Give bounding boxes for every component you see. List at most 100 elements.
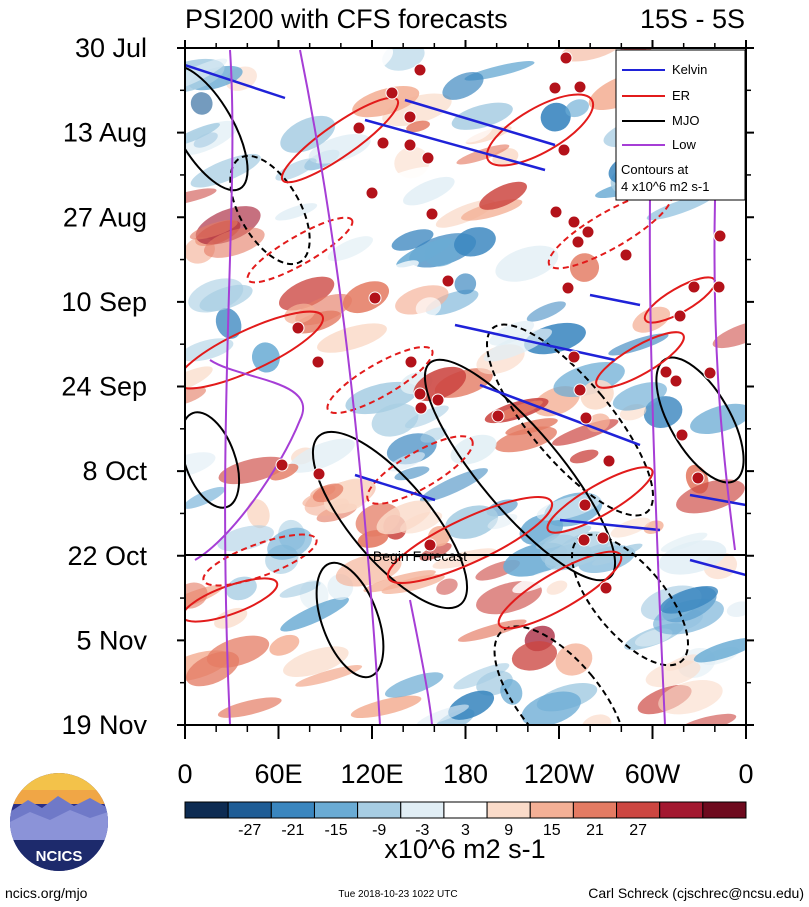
- anomaly-blob: [283, 646, 349, 678]
- anomaly-blob: [376, 500, 432, 535]
- footer-author: Carl Schreck (cjschrec@ncsu.edu): [588, 885, 804, 901]
- colorbar-swatch: [529, 801, 574, 819]
- anomaly-blob: [416, 704, 469, 725]
- anomaly-blob: [489, 320, 535, 346]
- anomaly-blob: [453, 663, 510, 690]
- wave-contour: [386, 496, 554, 584]
- y-tick-label: 24 Sep: [61, 372, 147, 402]
- anomaly-blob: [479, 181, 527, 210]
- cyclone-marker: [414, 401, 428, 415]
- anomaly-blob: [254, 178, 310, 205]
- legend-label-low: Low: [672, 137, 696, 152]
- legend-label-er: ER: [672, 88, 690, 103]
- y-tick-label: 13 Aug: [63, 118, 147, 148]
- kelvin-streak: [185, 63, 286, 100]
- anomaly-blob: [214, 607, 248, 629]
- ncics-logo: NCICS: [10, 773, 108, 871]
- anomaly-blob: [185, 582, 208, 609]
- cyclone-marker: [673, 309, 687, 323]
- cyclone-marker: [691, 471, 705, 485]
- colorbar-units: x10^6 m2 s-1: [384, 834, 545, 864]
- anomaly-blob: [364, 166, 435, 199]
- y-tick-label: 30 Jul: [75, 33, 147, 63]
- anomaly-blob: [350, 695, 422, 719]
- cyclone-marker: [567, 215, 581, 229]
- anomaly-blob: [247, 499, 270, 529]
- anomaly-blob: [419, 468, 488, 503]
- anomaly-blob: [226, 576, 257, 601]
- cyclone-marker: [675, 428, 689, 442]
- anomaly-blob: [454, 273, 477, 295]
- colorbar-label: -3: [415, 822, 429, 839]
- anomaly-blob: [382, 93, 452, 127]
- x-tick-label: 0: [738, 759, 753, 789]
- footer-timestamp: Tue 2018-10-23 1022 UTC: [338, 889, 457, 900]
- anomaly-blob: [388, 452, 425, 472]
- wave-contour: [185, 411, 241, 509]
- cyclone-marker: [619, 248, 633, 262]
- colorbar-label: -15: [324, 822, 347, 839]
- cyclone-marker: [573, 80, 587, 94]
- colorbar-label: 27: [629, 822, 647, 839]
- anomaly-blob: [415, 297, 442, 318]
- colorbar: [184, 801, 747, 819]
- anomaly-blob: [342, 281, 390, 314]
- kelvin-streak: [354, 473, 436, 502]
- colorbar-swatch: [227, 801, 272, 819]
- anomaly-blob: [565, 99, 589, 118]
- cyclone-marker: [703, 366, 717, 380]
- x-axis: 0 60E 120E 180 120W 60W 0: [177, 40, 754, 789]
- cyclone-marker: [441, 274, 455, 288]
- anomaly-blob: [712, 320, 746, 349]
- anomaly-blob: [645, 660, 701, 688]
- anomaly-blob: [185, 120, 238, 156]
- cyclone-marker: [687, 280, 701, 294]
- cyclone-marker: [578, 498, 592, 512]
- anomaly-blob: [660, 532, 708, 552]
- colorbar-swatch: [702, 801, 747, 819]
- x-tick-label: 60W: [625, 759, 681, 789]
- legend-note-line1: Contours at: [621, 162, 689, 177]
- cyclone-marker: [312, 467, 326, 481]
- anomaly-blob: [432, 548, 497, 569]
- anomaly-blob: [206, 635, 270, 668]
- anomaly-blob: [454, 227, 496, 257]
- cyclone-marker: [669, 374, 683, 388]
- anomaly-blob: [420, 427, 447, 443]
- wave-contour: [326, 345, 434, 415]
- tropical-cyclone-markers: [275, 51, 727, 595]
- anomaly-blob: [185, 387, 207, 406]
- legend-label-mjo: MJO: [672, 113, 699, 128]
- low-contour: [299, 49, 381, 725]
- anomaly-blob: [450, 434, 497, 465]
- y-tick-label: 8 Oct: [82, 456, 147, 486]
- wave-contour: [185, 64, 249, 192]
- cyclone-marker: [385, 86, 399, 100]
- cyclone-marker: [491, 409, 505, 423]
- anomaly-blob: [456, 144, 510, 165]
- anomaly-blob: [521, 691, 581, 725]
- wave-contour: [546, 466, 654, 534]
- wave-contour: [229, 154, 311, 266]
- anomaly-blob: [451, 102, 513, 130]
- footer-url: ncics.org/mjo: [5, 885, 88, 901]
- anomaly-blob: [436, 578, 458, 595]
- cyclone-marker: [423, 538, 437, 552]
- wave-contour: [366, 435, 474, 505]
- anomaly-blob: [526, 301, 566, 322]
- y-tick-label: 10 Sep: [61, 287, 147, 317]
- colorbar-label: 21: [586, 822, 604, 839]
- cyclone-marker: [368, 291, 382, 305]
- cyclone-marker: [549, 205, 563, 219]
- colorbar-swatch: [357, 801, 402, 819]
- anomaly-blob: [553, 531, 610, 568]
- colorbar-labels: -27 -21 -15 -9 -3 3 9 15 21 27: [238, 822, 647, 839]
- cyclone-marker: [311, 355, 325, 369]
- kelvin-streak: [479, 383, 641, 447]
- anomaly-blob: [351, 253, 412, 291]
- colorbar-label: -9: [372, 822, 386, 839]
- colorbar-label: 9: [504, 822, 513, 839]
- cyclone-marker: [561, 281, 575, 295]
- anomaly-blob: [352, 86, 420, 118]
